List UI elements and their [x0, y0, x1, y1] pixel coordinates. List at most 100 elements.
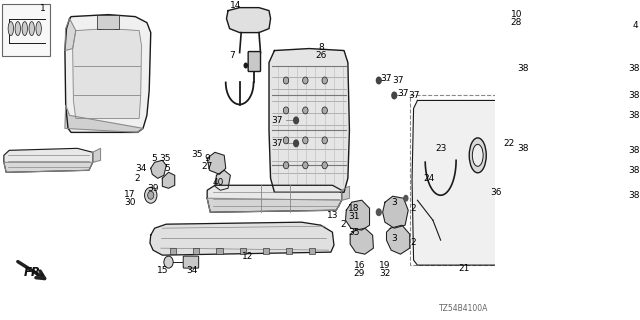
Circle shape [243, 62, 248, 68]
Circle shape [303, 107, 308, 114]
Text: 21: 21 [458, 264, 470, 273]
Text: 37: 37 [392, 76, 404, 85]
Text: 14: 14 [230, 1, 241, 10]
Circle shape [148, 191, 154, 199]
Text: 17: 17 [124, 190, 136, 199]
Circle shape [303, 77, 308, 84]
Polygon shape [65, 19, 76, 51]
Circle shape [403, 195, 408, 202]
Polygon shape [616, 19, 634, 41]
FancyBboxPatch shape [501, 146, 513, 178]
Circle shape [293, 116, 299, 124]
Polygon shape [215, 170, 230, 190]
Text: 2: 2 [410, 204, 415, 213]
Text: 38: 38 [628, 191, 639, 200]
Bar [97, 15, 119, 28]
Circle shape [322, 107, 328, 114]
Text: 12: 12 [242, 252, 253, 260]
Text: 1: 1 [40, 4, 45, 13]
Text: 37: 37 [271, 139, 282, 148]
Bar [568, 60, 584, 105]
Polygon shape [342, 186, 349, 200]
Polygon shape [412, 100, 518, 265]
Polygon shape [207, 198, 342, 212]
Text: 2: 2 [340, 220, 346, 229]
Polygon shape [163, 172, 175, 188]
Circle shape [376, 208, 382, 216]
Text: 38: 38 [517, 144, 529, 153]
FancyBboxPatch shape [248, 52, 260, 71]
Text: 37: 37 [271, 116, 282, 125]
Circle shape [284, 162, 289, 169]
Text: 18: 18 [348, 204, 360, 213]
Text: 26: 26 [315, 51, 326, 60]
Bar [410, 95, 514, 265]
Text: 5: 5 [164, 164, 170, 173]
Text: 38: 38 [628, 146, 639, 155]
Polygon shape [346, 200, 369, 230]
Circle shape [284, 137, 289, 144]
FancyBboxPatch shape [561, 141, 591, 197]
Text: 35: 35 [160, 154, 171, 163]
Text: 2: 2 [410, 238, 415, 247]
Polygon shape [65, 105, 143, 132]
Text: 7: 7 [229, 51, 235, 60]
FancyBboxPatch shape [3, 4, 51, 56]
Text: 29: 29 [354, 268, 365, 277]
Text: 8: 8 [318, 43, 324, 52]
Ellipse shape [8, 22, 13, 36]
Polygon shape [93, 148, 100, 162]
Text: 4: 4 [632, 21, 638, 30]
Text: 3: 3 [392, 198, 397, 207]
Polygon shape [207, 185, 342, 212]
Ellipse shape [36, 22, 42, 36]
Polygon shape [207, 152, 226, 174]
Text: 3: 3 [392, 234, 397, 243]
Text: 16: 16 [354, 260, 365, 270]
Text: 35: 35 [348, 228, 360, 237]
Polygon shape [65, 15, 151, 132]
Text: 38: 38 [517, 64, 529, 73]
Circle shape [303, 137, 308, 144]
Text: 32: 32 [380, 268, 390, 277]
Polygon shape [4, 162, 93, 172]
Text: 34: 34 [136, 164, 147, 173]
Text: 37: 37 [381, 74, 392, 83]
Text: 38: 38 [628, 166, 639, 175]
Bar [239, 248, 246, 254]
Circle shape [284, 77, 289, 84]
Text: 15: 15 [157, 266, 168, 275]
Text: 19: 19 [380, 260, 391, 270]
FancyBboxPatch shape [561, 52, 591, 115]
Polygon shape [150, 222, 334, 255]
Polygon shape [269, 49, 349, 192]
Polygon shape [151, 160, 166, 178]
Text: 38: 38 [628, 111, 639, 120]
FancyBboxPatch shape [183, 256, 198, 268]
Bar [568, 150, 584, 188]
Circle shape [284, 107, 289, 114]
Ellipse shape [15, 22, 20, 36]
Circle shape [322, 162, 328, 169]
Bar [286, 248, 292, 254]
Text: 34: 34 [186, 266, 197, 275]
Bar [263, 248, 269, 254]
Text: FR.: FR. [24, 266, 45, 279]
Circle shape [293, 140, 299, 147]
Text: 40: 40 [212, 178, 224, 187]
Polygon shape [350, 228, 373, 254]
Circle shape [164, 256, 173, 268]
Text: 9: 9 [204, 154, 210, 163]
Text: 30: 30 [124, 198, 136, 207]
Ellipse shape [472, 144, 483, 166]
Circle shape [322, 77, 328, 84]
Text: 31: 31 [348, 212, 360, 221]
Text: 5: 5 [152, 154, 157, 163]
Polygon shape [387, 225, 410, 254]
Text: 28: 28 [511, 18, 522, 27]
Text: 2: 2 [135, 174, 140, 183]
Bar [309, 248, 316, 254]
Polygon shape [73, 28, 141, 118]
Circle shape [376, 76, 382, 84]
Ellipse shape [469, 138, 486, 173]
